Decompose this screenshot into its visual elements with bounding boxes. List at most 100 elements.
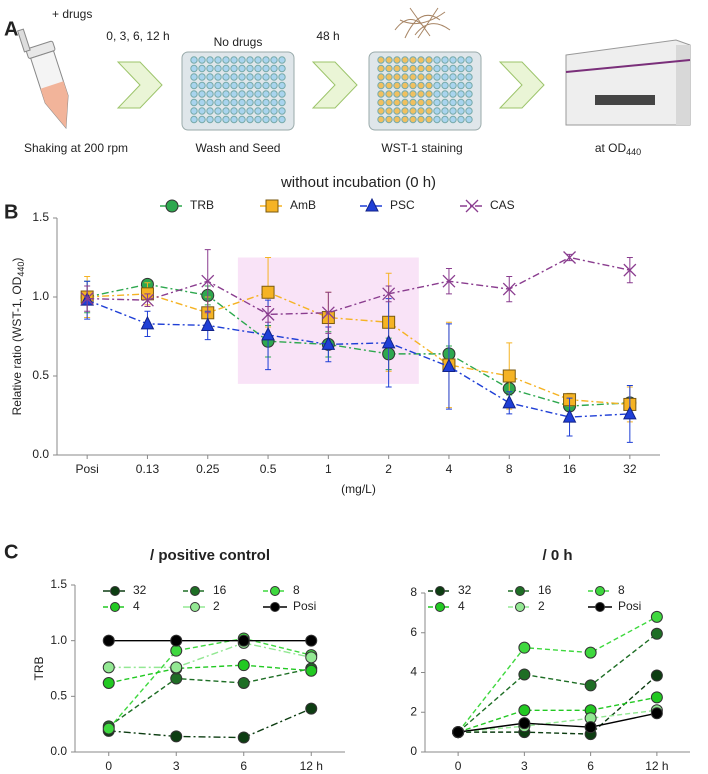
well: [198, 107, 206, 115]
legend-label: CAS: [490, 198, 515, 212]
legend-label: AmB: [290, 198, 316, 212]
well: [270, 81, 278, 90]
series-line: [108, 637, 312, 730]
well: [465, 73, 473, 81]
well: [254, 81, 262, 90]
well: [433, 115, 441, 124]
marker: [502, 369, 516, 383]
x-tick-label: 0: [105, 759, 112, 773]
y-tick-label: 0.5: [50, 689, 67, 703]
marker: [442, 274, 456, 288]
y-tick-label: 0.5: [32, 368, 49, 382]
marker: [102, 676, 115, 689]
caption: Shaking at 200 rpm: [24, 141, 128, 155]
well: [425, 115, 433, 124]
well: [214, 64, 222, 73]
subscript: 440: [16, 262, 26, 277]
subscript: 440: [626, 147, 641, 157]
y-tick-label: 1.0: [32, 289, 49, 303]
well: [385, 115, 393, 124]
marker: [237, 659, 250, 672]
well: [409, 107, 417, 115]
marker: [140, 293, 154, 307]
caption: WST-1 staining: [381, 141, 462, 155]
well: [433, 90, 441, 98]
well: [449, 115, 457, 124]
well: [425, 90, 433, 98]
well: [278, 73, 286, 81]
well: [401, 56, 409, 64]
legend-swatch: [165, 199, 179, 213]
legend-label: Posi: [293, 599, 316, 613]
well: [278, 56, 286, 64]
well: [254, 98, 262, 107]
panel-label: C: [4, 541, 18, 563]
marker: [650, 669, 663, 682]
marker: [382, 287, 396, 301]
caption: Wash and Seed: [196, 141, 281, 155]
y-tick-label: 6: [410, 625, 417, 639]
well: [409, 90, 417, 98]
well: [246, 73, 254, 81]
legend-swatch: [595, 602, 605, 612]
series-line: [457, 616, 658, 733]
marker: [650, 627, 663, 640]
label: 0, 3, 6, 12 h: [106, 29, 169, 43]
legend-swatch: [265, 199, 279, 213]
well: [270, 107, 278, 115]
well: [465, 81, 473, 90]
marker: [102, 634, 115, 647]
well: [465, 98, 473, 107]
series-line: [108, 642, 312, 669]
well: [449, 64, 457, 73]
well: [262, 115, 270, 124]
well: [238, 98, 246, 107]
well: [457, 64, 465, 73]
label-text: ): [10, 258, 24, 262]
well: [262, 81, 270, 90]
well: [385, 107, 393, 115]
well: [198, 81, 206, 90]
well: [238, 115, 246, 124]
y-tick-label: 8: [410, 585, 417, 599]
caption: at OD440: [595, 141, 641, 157]
well: [465, 64, 473, 73]
series: [452, 627, 663, 739]
well: [270, 64, 278, 73]
marker: [305, 664, 318, 677]
well: [190, 73, 198, 81]
legend-swatch: [465, 199, 479, 213]
marker: [518, 641, 531, 654]
well: [222, 81, 230, 90]
x-tick-label: 3: [173, 759, 180, 773]
well: [190, 56, 198, 64]
well: [222, 73, 230, 81]
marker: [623, 263, 637, 277]
well: [393, 56, 401, 64]
well: [393, 107, 401, 115]
well: [246, 115, 254, 124]
well: [385, 81, 393, 90]
well: [441, 107, 449, 115]
legend-swatch: [110, 602, 120, 612]
well: [270, 115, 278, 124]
marker: [563, 251, 577, 264]
well: [393, 98, 401, 107]
series-line: [87, 256, 630, 316]
well: [206, 56, 214, 64]
well: [230, 90, 238, 98]
series: [102, 636, 318, 674]
well: [254, 73, 262, 81]
marker: [305, 702, 318, 715]
x-tick-label: 6: [240, 759, 247, 773]
well: [246, 107, 254, 115]
well: [278, 90, 286, 98]
well: [465, 107, 473, 115]
caption-text: at OD: [595, 141, 627, 155]
well: [417, 107, 425, 115]
well: [449, 107, 457, 115]
x-tick-label: 0: [455, 759, 462, 773]
legend-label: 2: [213, 599, 220, 613]
marker: [261, 307, 275, 321]
well: [246, 98, 254, 107]
